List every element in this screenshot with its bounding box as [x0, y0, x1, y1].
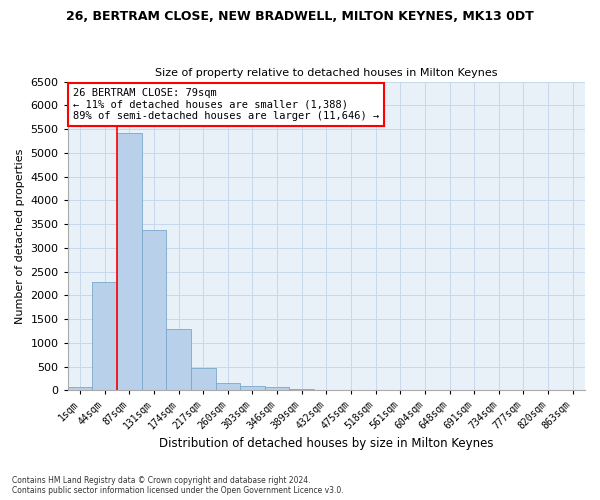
Text: 26, BERTRAM CLOSE, NEW BRADWELL, MILTON KEYNES, MK13 0DT: 26, BERTRAM CLOSE, NEW BRADWELL, MILTON … [66, 10, 534, 23]
Bar [117, 133, 142, 390]
Bar [142, 230, 166, 390]
Title: Size of property relative to detached houses in Milton Keynes: Size of property relative to detached ho… [155, 68, 497, 78]
Bar [166, 328, 191, 390]
X-axis label: Distribution of detached houses by size in Milton Keynes: Distribution of detached houses by size … [159, 437, 494, 450]
Bar [240, 386, 265, 390]
Bar [265, 388, 289, 390]
Bar [92, 282, 117, 391]
Bar [68, 387, 92, 390]
Bar [191, 368, 215, 390]
Bar [215, 382, 240, 390]
Text: Contains HM Land Registry data © Crown copyright and database right 2024.
Contai: Contains HM Land Registry data © Crown c… [12, 476, 344, 495]
Text: 26 BERTRAM CLOSE: 79sqm
← 11% of detached houses are smaller (1,388)
89% of semi: 26 BERTRAM CLOSE: 79sqm ← 11% of detache… [73, 88, 379, 121]
Y-axis label: Number of detached properties: Number of detached properties [15, 148, 25, 324]
Bar [289, 389, 314, 390]
